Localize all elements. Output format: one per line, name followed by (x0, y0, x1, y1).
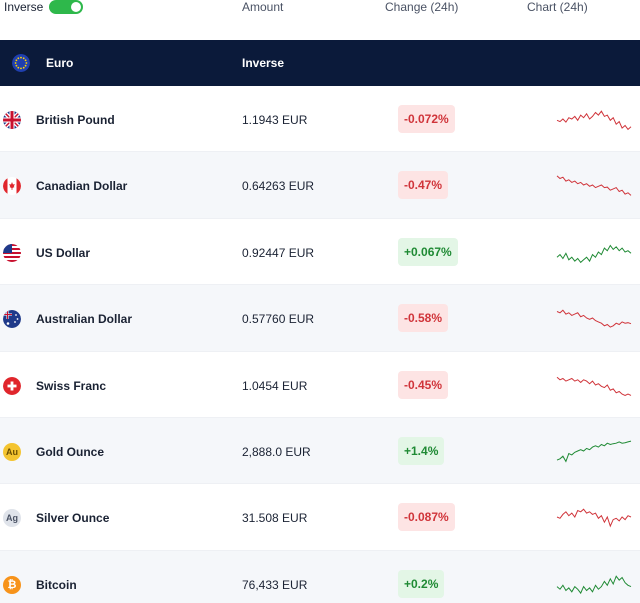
currency-row[interactable]: Au Gold Ounce 2,888.0 EUR +1.4% (0, 417, 640, 485)
sparkline-chart (556, 309, 632, 328)
currency-row[interactable]: Ag Silver Ounce 31.508 EUR -0.087% (0, 484, 640, 551)
us-flag-icon (3, 243, 21, 262)
australia-flag-icon (3, 310, 21, 329)
currency-row[interactable]: Swiss Franc 1.0454 EUR -0.45% (0, 352, 640, 418)
currency-name[interactable]: Silver Ounce (36, 511, 110, 526)
change-badge: +0.2% (398, 569, 445, 598)
currency-row[interactable]: Australian Dollar 0.57760 EUR -0.58% (0, 285, 640, 352)
inverse-control[interactable]: Inverse (4, 0, 84, 14)
column-header-change[interactable]: Change (24h) (385, 0, 459, 14)
column-header-amount[interactable]: Amount (242, 0, 284, 14)
amount-value: 31.508 EUR (242, 511, 308, 526)
amount-value: 2,888.0 EUR (242, 444, 311, 459)
currency-name[interactable]: Swiss Franc (36, 378, 107, 393)
amount-value: 0.64263 EUR (242, 179, 315, 194)
currency-name[interactable]: British Pound (36, 113, 115, 127)
canada-flag-icon (3, 177, 21, 196)
change-badge: -0.47% (398, 171, 449, 200)
badge-text: Au (3, 442, 21, 461)
toggle-knob (71, 2, 82, 12)
sparkline-line (556, 110, 632, 131)
column-header-chart: Chart (24h) (527, 0, 588, 14)
sparkline-line (556, 574, 632, 594)
inverse-label: Inverse (4, 0, 44, 14)
currency-name[interactable]: Bitcoin (36, 577, 77, 592)
sparkline-chart (556, 244, 632, 263)
amount-value: 76,433 EUR (242, 577, 308, 592)
toolbar: Inverse Amount Change (24h) Chart (24h) (0, 0, 640, 40)
currency-row[interactable]: ₿ Bitcoin 76,433 EUR +0.2% (0, 550, 640, 603)
amount-value: 1.0454 EUR (242, 378, 308, 393)
sparkline-chart (556, 508, 632, 528)
change-badge: +0.067% (398, 237, 458, 266)
base-mode-label: Inverse (242, 56, 285, 70)
sparkline-chart (556, 175, 632, 197)
sparkline-chart (556, 440, 632, 463)
base-currency-header: Euro Inverse (0, 40, 640, 86)
currency-row[interactable]: British Pound 1.1943 EUR -0.072% (0, 86, 640, 153)
currency-name[interactable]: Gold Ounce (36, 444, 105, 459)
currency-name[interactable]: Canadian Dollar (36, 179, 128, 194)
silver-ounce-icon: Ag (3, 509, 21, 528)
badge-text: ₿ (3, 575, 21, 594)
currency-name[interactable]: US Dollar (36, 245, 91, 260)
sparkline-line (556, 309, 632, 328)
change-badge: -0.45% (398, 370, 449, 399)
amount-value: 1.1943 EUR (242, 113, 308, 127)
sparkline-chart (556, 110, 632, 131)
swiss-flag-icon (3, 376, 21, 395)
badge-text: Ag (3, 509, 21, 528)
eu-flag-icon (12, 54, 30, 72)
change-badge: -0.58% (398, 304, 449, 333)
amount-value: 0.57760 EUR (242, 312, 315, 327)
sparkline-line (556, 244, 632, 263)
change-badge: -0.072% (398, 105, 455, 133)
change-badge: -0.087% (398, 503, 455, 532)
currency-row[interactable]: Canadian Dollar 0.64263 EUR -0.47% (0, 152, 640, 219)
gold-ounce-icon: Au (3, 442, 21, 461)
change-badge: +1.4% (398, 436, 445, 465)
currency-row[interactable]: US Dollar 0.92447 EUR +0.067% (0, 219, 640, 286)
inverse-toggle[interactable] (49, 0, 84, 14)
sparkline-line (556, 376, 632, 396)
amount-value: 0.92447 EUR (242, 245, 315, 260)
currency-name[interactable]: Australian Dollar (36, 312, 133, 327)
sparkline-line (556, 175, 632, 197)
sparkline-chart (556, 574, 632, 594)
base-currency-name[interactable]: Euro (46, 56, 74, 70)
uk-flag-icon (3, 111, 21, 129)
sparkline-line (556, 440, 632, 463)
bitcoin-icon: ₿ (3, 575, 21, 594)
currency-list: British Pound 1.1943 EUR -0.072% Canadian D… (0, 86, 640, 603)
sparkline-chart (556, 376, 632, 396)
sparkline-line (556, 508, 632, 528)
